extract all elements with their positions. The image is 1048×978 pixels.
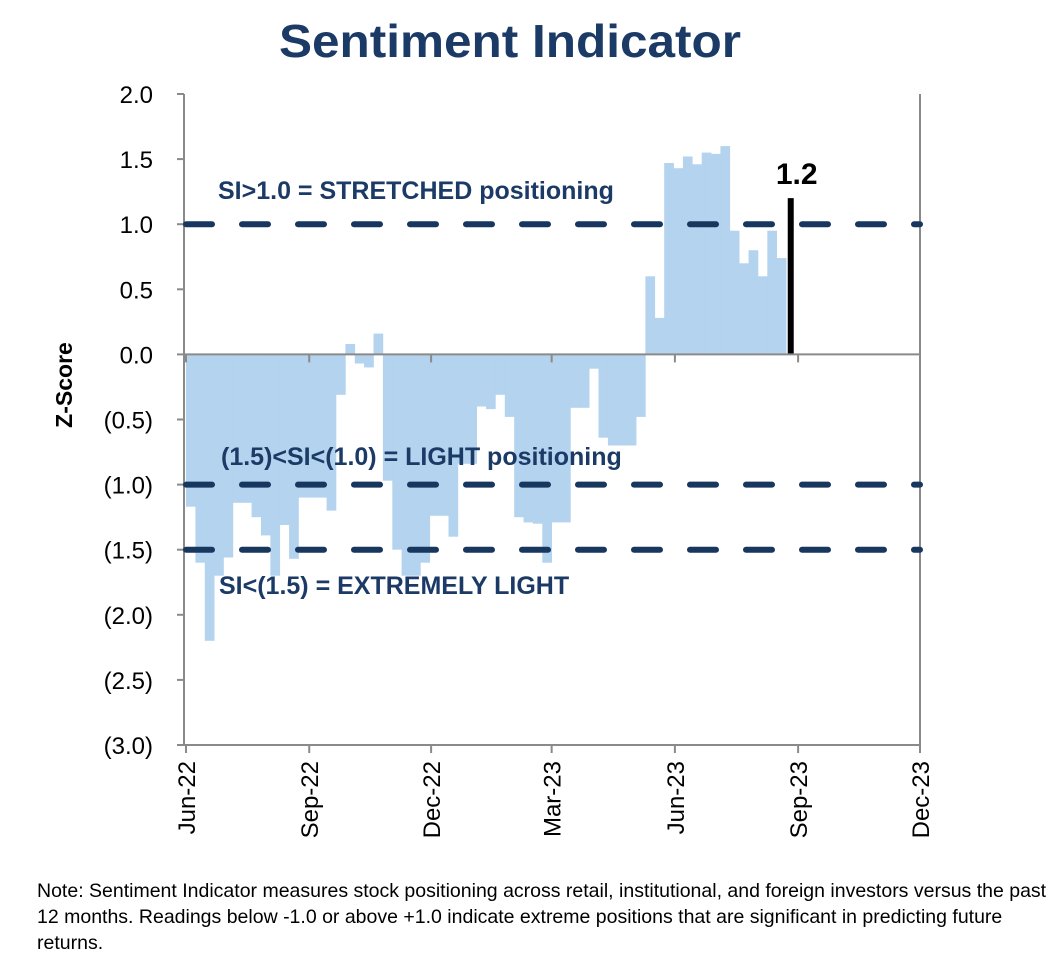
x-tick-label: Dec-23 (908, 761, 935, 838)
bar (214, 354, 224, 576)
bar (682, 156, 693, 355)
bar (711, 153, 721, 355)
bar (289, 354, 299, 559)
bar (204, 354, 215, 641)
bar (598, 354, 609, 438)
bar (336, 354, 346, 395)
bar (664, 163, 674, 355)
y-tick-label: (2.0) (104, 603, 153, 630)
bar (607, 354, 618, 446)
y-tick-label: (3.0) (104, 733, 153, 760)
y-tick-label: 0.0 (120, 342, 153, 369)
x-tick-label: Sep-23 (786, 761, 813, 838)
bar (767, 230, 777, 355)
x-tick-label: Jun-23 (663, 761, 690, 834)
latest-value-label: 1.2 (776, 158, 818, 191)
x-tick-label: Jun-22 (174, 761, 201, 834)
bar (729, 230, 740, 355)
bar (476, 354, 487, 407)
bar (392, 354, 402, 550)
y-tick-label: 2.0 (120, 82, 153, 109)
bar (326, 354, 337, 511)
bar (673, 168, 684, 355)
bar (617, 354, 627, 446)
y-tick-label: (2.5) (104, 668, 153, 695)
bar (748, 250, 759, 355)
bar (551, 354, 562, 523)
bar (654, 317, 665, 355)
bar (636, 354, 646, 417)
bar (486, 354, 496, 410)
bar (186, 354, 196, 507)
bar (439, 354, 449, 516)
bar (523, 354, 534, 523)
bar (373, 333, 384, 355)
threshold-label: (1.5)<SI<(1.0) = LIGHT positioning (221, 443, 622, 471)
bar (692, 164, 702, 355)
y-tick-label: 0.5 (120, 277, 153, 304)
bar (757, 276, 768, 355)
bar (364, 354, 374, 368)
bar (195, 354, 206, 563)
bar (429, 354, 440, 516)
sentiment-chart: Sentiment Indicator 1.2 2.0 1.5 1.0 0.5 0.0 (… (51, 15, 935, 838)
y-tick-label: (1.0) (104, 473, 153, 500)
bar (448, 354, 459, 537)
bar (317, 354, 327, 498)
bar (223, 354, 234, 558)
x-tick-label: Sep-22 (297, 761, 324, 838)
bar (401, 354, 412, 576)
bar (645, 276, 656, 355)
y-tick-label: 1.5 (120, 147, 153, 174)
bar (411, 354, 421, 576)
chart-title: Sentiment Indicator (279, 15, 741, 67)
threshold-label: SI>1.0 = STRETCHED positioning (218, 177, 614, 205)
bar (542, 354, 552, 563)
axes-group: 2.0 1.5 1.0 0.5 0.0 (0.5) (1.0) (1.5) (2.0) (2.5)… (104, 82, 935, 838)
bar (467, 354, 477, 464)
bar (242, 354, 252, 503)
bar (720, 146, 731, 355)
bar (701, 152, 712, 355)
bar (561, 354, 571, 523)
bar (589, 354, 599, 369)
bar (579, 354, 590, 408)
chart-note: Note: Sentiment Indicator measures stock… (37, 880, 1047, 954)
bar (298, 354, 309, 498)
bar (270, 354, 281, 576)
bar (279, 354, 290, 525)
thresholds-group: SI>1.0 = STRETCHED positioning (1.5)<SI<(… (183, 177, 923, 600)
bar (307, 354, 318, 498)
bar (457, 354, 468, 464)
bar (251, 354, 262, 518)
bar (626, 354, 637, 446)
bar (776, 258, 787, 355)
threshold-label: SI<(1.5) = EXTREMELY LIGHT (219, 572, 569, 600)
y-tick-label: (1.5) (104, 538, 153, 565)
y-tick-label: (0.5) (104, 408, 153, 435)
bar (354, 354, 365, 364)
bar (570, 354, 581, 408)
bars-group: 1.2 (186, 146, 818, 641)
y-tick-label: 1.0 (120, 212, 153, 239)
x-tick-label: Dec-22 (419, 761, 446, 838)
bar (739, 263, 749, 355)
bar (532, 354, 543, 524)
bar (261, 354, 271, 536)
bar (382, 354, 393, 481)
bar (232, 354, 243, 503)
x-tick-label: Mar-23 (540, 761, 567, 837)
bar (420, 354, 431, 563)
bar (514, 354, 524, 518)
y-axis-label: Z-Score (51, 342, 77, 428)
bar (504, 354, 515, 417)
bar (345, 344, 356, 355)
bar (495, 354, 506, 395)
